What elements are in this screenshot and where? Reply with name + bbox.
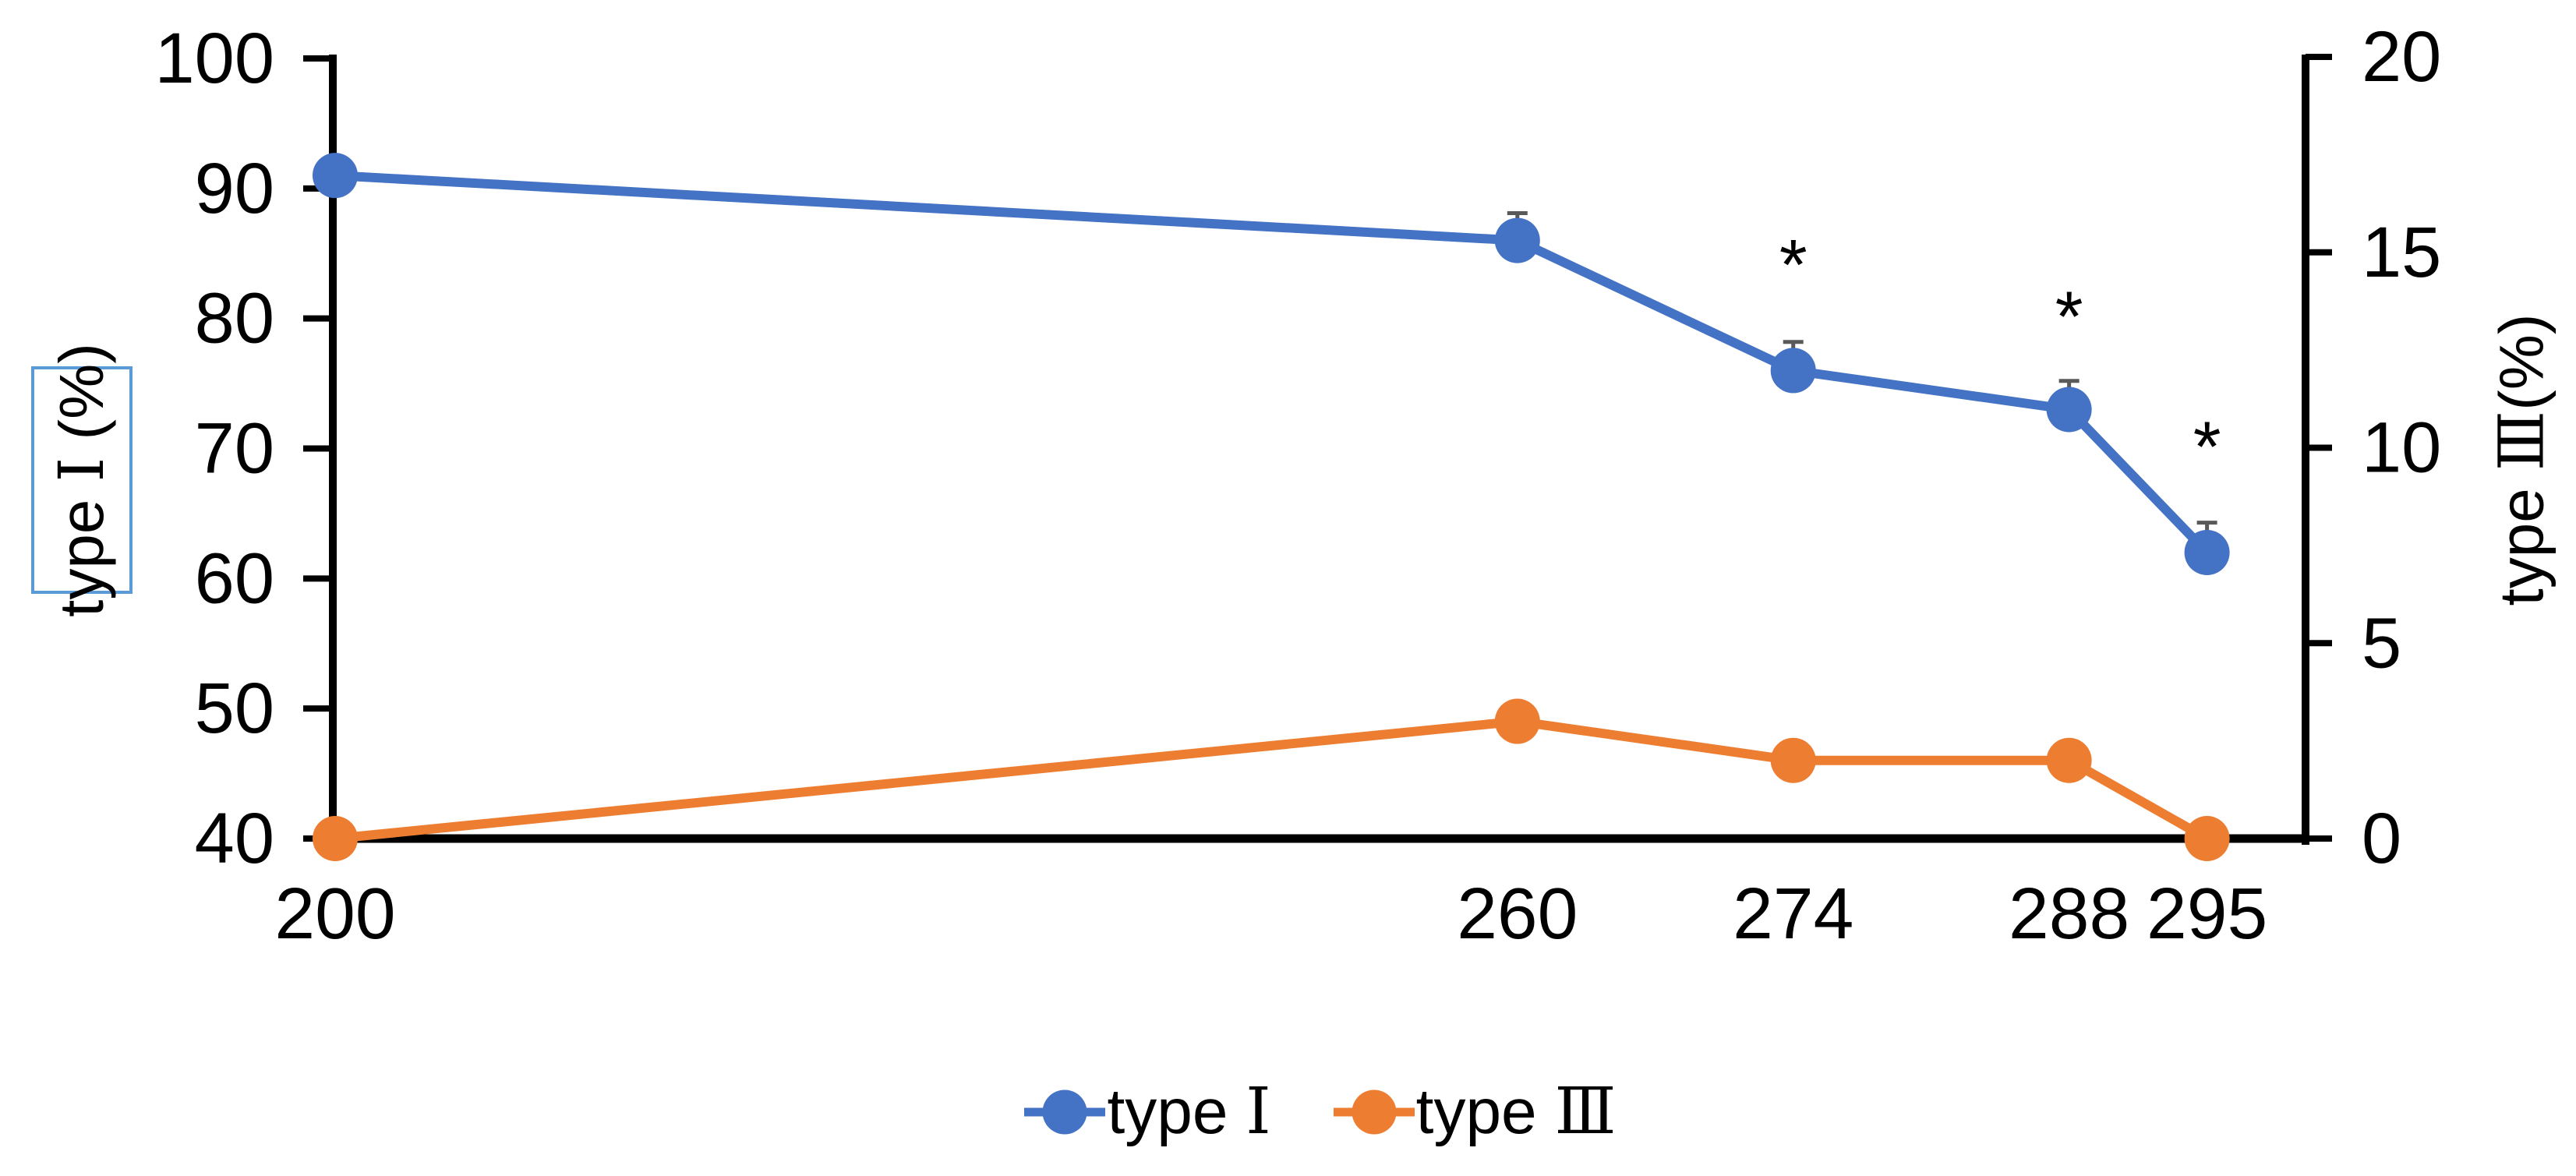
- left-axis-tick-label: 70: [195, 409, 274, 489]
- legend-item-type-1: type Ⅰ: [1024, 1080, 1271, 1144]
- left-axis-title-pre: type: [47, 482, 116, 617]
- legend-marker-type-3-icon: [1333, 1089, 1415, 1135]
- left-axis-tick-label: 80: [195, 279, 274, 358]
- series-0-data-point: [313, 153, 358, 199]
- significance-asterisk: *: [1779, 225, 1807, 305]
- series-1-data-point: [2046, 737, 2092, 783]
- legend-label-type-3: type Ⅲ: [1416, 1080, 1617, 1144]
- right-axis-tick-label: 0: [2362, 799, 2401, 878]
- right-axis-title-pre: type: [2486, 471, 2557, 606]
- right-axis-tick-label: 15: [2362, 213, 2441, 292]
- right-axis-tick-label: 20: [2362, 17, 2441, 97]
- legend-label-type-1-pre: type: [1107, 1076, 1246, 1147]
- series-0-data-point: [1770, 348, 1816, 394]
- x-axis-tick-label: 260: [1457, 873, 1578, 954]
- x-axis-tick-label: 274: [1733, 873, 1853, 954]
- legend-item-type-3: type Ⅲ: [1333, 1080, 1617, 1144]
- x-axis-tick-label: 288: [2009, 873, 2129, 954]
- legend-marker-type-1-icon: [1024, 1089, 1106, 1135]
- significance-asterisk: *: [2193, 408, 2221, 487]
- series-1-data-point: [1494, 698, 1540, 744]
- right-axis-title-post: (%): [2486, 313, 2557, 411]
- series-1-data-point: [313, 816, 358, 861]
- series-1-line: [330, 716, 2212, 843]
- significance-asterisk: *: [2055, 277, 2083, 357]
- series-1-data-point: [1770, 737, 1816, 783]
- right-axis-title-wrap: type Ⅲ(%): [2447, 313, 2576, 606]
- left-axis-tick-label: 50: [195, 669, 274, 748]
- left-axis-tick-label: 40: [195, 799, 274, 878]
- right-axis-tick-label: 10: [2362, 408, 2441, 488]
- legend: type Ⅰ type Ⅲ: [335, 1069, 2306, 1155]
- left-axis-tick-label: 100: [155, 19, 275, 98]
- left-axis-title-post: (%): [47, 343, 116, 457]
- x-axis-tick-label: 295: [2147, 873, 2267, 954]
- left-axis-title-box: type Ⅰ (%): [31, 343, 133, 617]
- right-axis-title-numeral: Ⅲ: [2485, 410, 2558, 471]
- left-axis-tick-label: 60: [195, 539, 274, 618]
- series-1-data-point: [2184, 816, 2230, 861]
- left-axis-title: type Ⅰ (%): [45, 343, 118, 617]
- right-axis-title: type Ⅲ(%): [2485, 313, 2557, 606]
- x-axis-tick-label: 200: [274, 873, 395, 954]
- left-axis-tick-label: 90: [195, 149, 274, 228]
- series-0-line: [330, 171, 2212, 557]
- left-axis-title-numeral: Ⅰ: [45, 457, 118, 482]
- legend-label-type-3-numeral: Ⅲ: [1554, 1075, 1617, 1149]
- legend-label-type-3-pre: type: [1415, 1076, 1555, 1147]
- legend-label-type-1-numeral: Ⅰ: [1246, 1075, 1271, 1149]
- right-axis-tick-label: 5: [2362, 603, 2401, 683]
- series-0-data-point: [1494, 217, 1540, 263]
- legend-label-type-1: type Ⅰ: [1107, 1080, 1270, 1144]
- series-0-data-point: [2184, 529, 2230, 575]
- series-0-data-point: [2046, 387, 2092, 433]
